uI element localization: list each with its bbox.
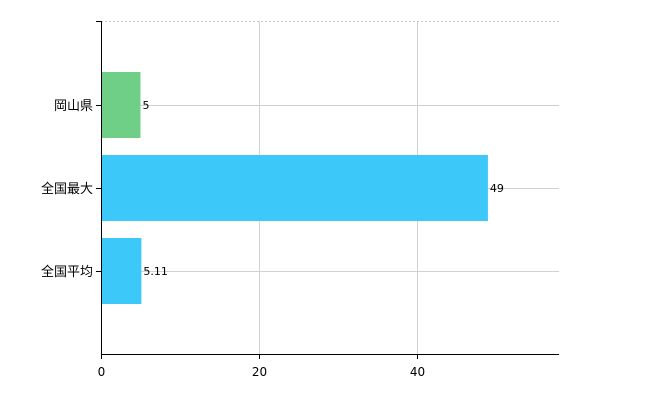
x-tick-label: 0 [98, 365, 106, 379]
x-tick-label: 40 [410, 365, 425, 379]
x-tick-label: 20 [252, 365, 267, 379]
category-label: 全国最大 [41, 181, 93, 197]
data-label: 5.11 [143, 265, 168, 278]
bar [101, 72, 141, 138]
category-label: 岡山県 [54, 99, 93, 114]
bar [101, 155, 488, 221]
bar [101, 238, 142, 304]
data-label: 49 [490, 182, 504, 195]
data-label: 5 [142, 99, 149, 112]
category-label: 全国平均 [41, 264, 93, 280]
